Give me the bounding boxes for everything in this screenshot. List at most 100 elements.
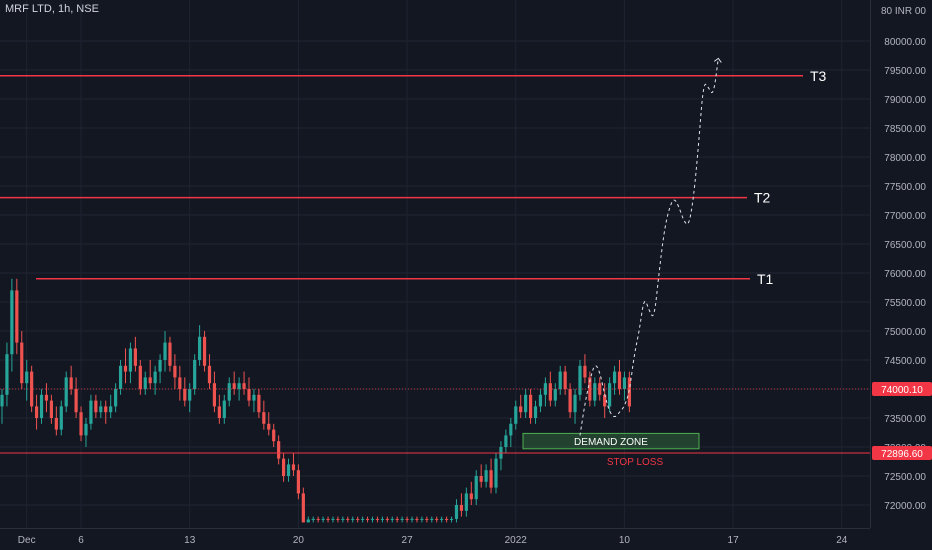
stop-loss-badge-text: 72896.60 bbox=[881, 449, 923, 460]
candle-body bbox=[375, 518, 380, 520]
candle-body bbox=[30, 371, 34, 407]
candle-body bbox=[538, 394, 543, 407]
candle-body bbox=[509, 423, 513, 436]
stop-loss-label: STOP LOSS bbox=[607, 457, 664, 468]
projection bbox=[579, 57, 722, 436]
candle-body bbox=[385, 518, 389, 520]
candle-body bbox=[118, 365, 123, 389]
candle-body bbox=[286, 464, 291, 476]
candle-body bbox=[232, 383, 236, 389]
candle-body bbox=[425, 518, 429, 520]
candle-body bbox=[568, 389, 572, 413]
candle-body bbox=[148, 377, 152, 384]
candle-body bbox=[237, 383, 241, 389]
time-axis-bg bbox=[0, 528, 870, 550]
price-axis: 72000.0072500.0073000.0073500.0074000.00… bbox=[870, 0, 932, 550]
candle-body bbox=[10, 290, 14, 355]
candle-body bbox=[390, 518, 394, 520]
candle-body bbox=[420, 518, 424, 520]
candle-body bbox=[15, 290, 19, 343]
time-tick-label: 17 bbox=[728, 535, 740, 546]
candle-body bbox=[272, 429, 276, 442]
candle-body bbox=[321, 518, 325, 520]
candle-body bbox=[588, 377, 592, 401]
candle-body bbox=[405, 518, 409, 520]
candle-body bbox=[306, 519, 310, 523]
candle-body bbox=[543, 383, 547, 395]
candle-body bbox=[440, 518, 444, 520]
candle-body bbox=[74, 389, 78, 413]
candle-body bbox=[69, 377, 73, 389]
target-label-t3: T3 bbox=[810, 68, 827, 84]
candle-body bbox=[25, 371, 29, 384]
price-tick-label: 78500.00 bbox=[884, 124, 926, 135]
price-tick-label: 74500.00 bbox=[884, 356, 926, 367]
candle-body bbox=[504, 435, 508, 447]
candle-body bbox=[296, 470, 300, 494]
candles bbox=[0, 278, 631, 523]
candle-body bbox=[573, 394, 577, 413]
candle-body bbox=[54, 418, 58, 430]
candle-body bbox=[464, 493, 468, 511]
candle-body bbox=[79, 412, 83, 436]
projection-arrowhead bbox=[714, 57, 722, 63]
candle-body bbox=[262, 412, 266, 424]
candle-body bbox=[563, 371, 567, 389]
price-tick-label: 77000.00 bbox=[884, 211, 926, 222]
candle-body bbox=[484, 470, 488, 482]
time-tick-label: 13 bbox=[184, 535, 196, 546]
candle-body bbox=[608, 383, 612, 407]
price-tick-label: 78000.00 bbox=[884, 153, 926, 164]
candle-body bbox=[351, 518, 355, 520]
price-tick-label: 75000.00 bbox=[884, 327, 926, 338]
candle-body bbox=[44, 394, 49, 401]
candle-body bbox=[331, 518, 335, 520]
current-price-badge-bg bbox=[872, 381, 932, 396]
candle-body bbox=[109, 406, 113, 413]
candle-body bbox=[494, 458, 498, 488]
candle-body bbox=[99, 406, 103, 413]
candle-body bbox=[558, 371, 562, 389]
candle-body bbox=[533, 406, 538, 418]
candle-body bbox=[395, 518, 399, 520]
candle-body bbox=[445, 518, 449, 520]
candle-body bbox=[361, 518, 365, 520]
candle-body bbox=[603, 394, 607, 407]
candle-body bbox=[64, 377, 68, 407]
price-tick-label: 79000.00 bbox=[884, 95, 926, 106]
price-tick-label: 72500.00 bbox=[884, 472, 926, 483]
candle-body bbox=[479, 476, 483, 482]
candle-body bbox=[548, 383, 552, 401]
candle-body bbox=[583, 365, 587, 378]
candle-body bbox=[133, 348, 137, 366]
candle-body bbox=[242, 383, 246, 389]
candle-body bbox=[356, 518, 360, 520]
candle-body bbox=[114, 389, 118, 407]
candle-body bbox=[474, 476, 478, 500]
grid bbox=[0, 0, 870, 528]
candle-body bbox=[202, 336, 207, 366]
price-tick-label: 77500.00 bbox=[884, 182, 926, 193]
demand-zone-label: DEMAND ZONE bbox=[574, 437, 648, 448]
candle-body bbox=[301, 493, 305, 523]
candle-body bbox=[449, 518, 454, 520]
candle-body bbox=[178, 377, 182, 389]
price-tick-label: 72000.00 bbox=[884, 501, 926, 512]
candle-body bbox=[59, 406, 63, 430]
candle-body bbox=[212, 383, 217, 407]
candle-body bbox=[370, 518, 375, 520]
price-tick-label: 76500.00 bbox=[884, 240, 926, 251]
candle-body bbox=[336, 518, 340, 520]
candle-body bbox=[316, 518, 320, 520]
demand-zone: DEMAND ZONE bbox=[522, 432, 700, 450]
candle-body bbox=[188, 389, 192, 401]
candle-body bbox=[435, 518, 439, 520]
time-axis: Dec 6 13 20 27 2022 10 17 24 bbox=[0, 528, 870, 550]
demand-zone-box[interactable] bbox=[522, 432, 700, 450]
candle-body bbox=[311, 518, 315, 520]
candle-body bbox=[5, 354, 9, 395]
time-tick-label: 10 bbox=[619, 535, 631, 546]
candle-body bbox=[341, 518, 345, 520]
candle-body bbox=[400, 518, 404, 520]
